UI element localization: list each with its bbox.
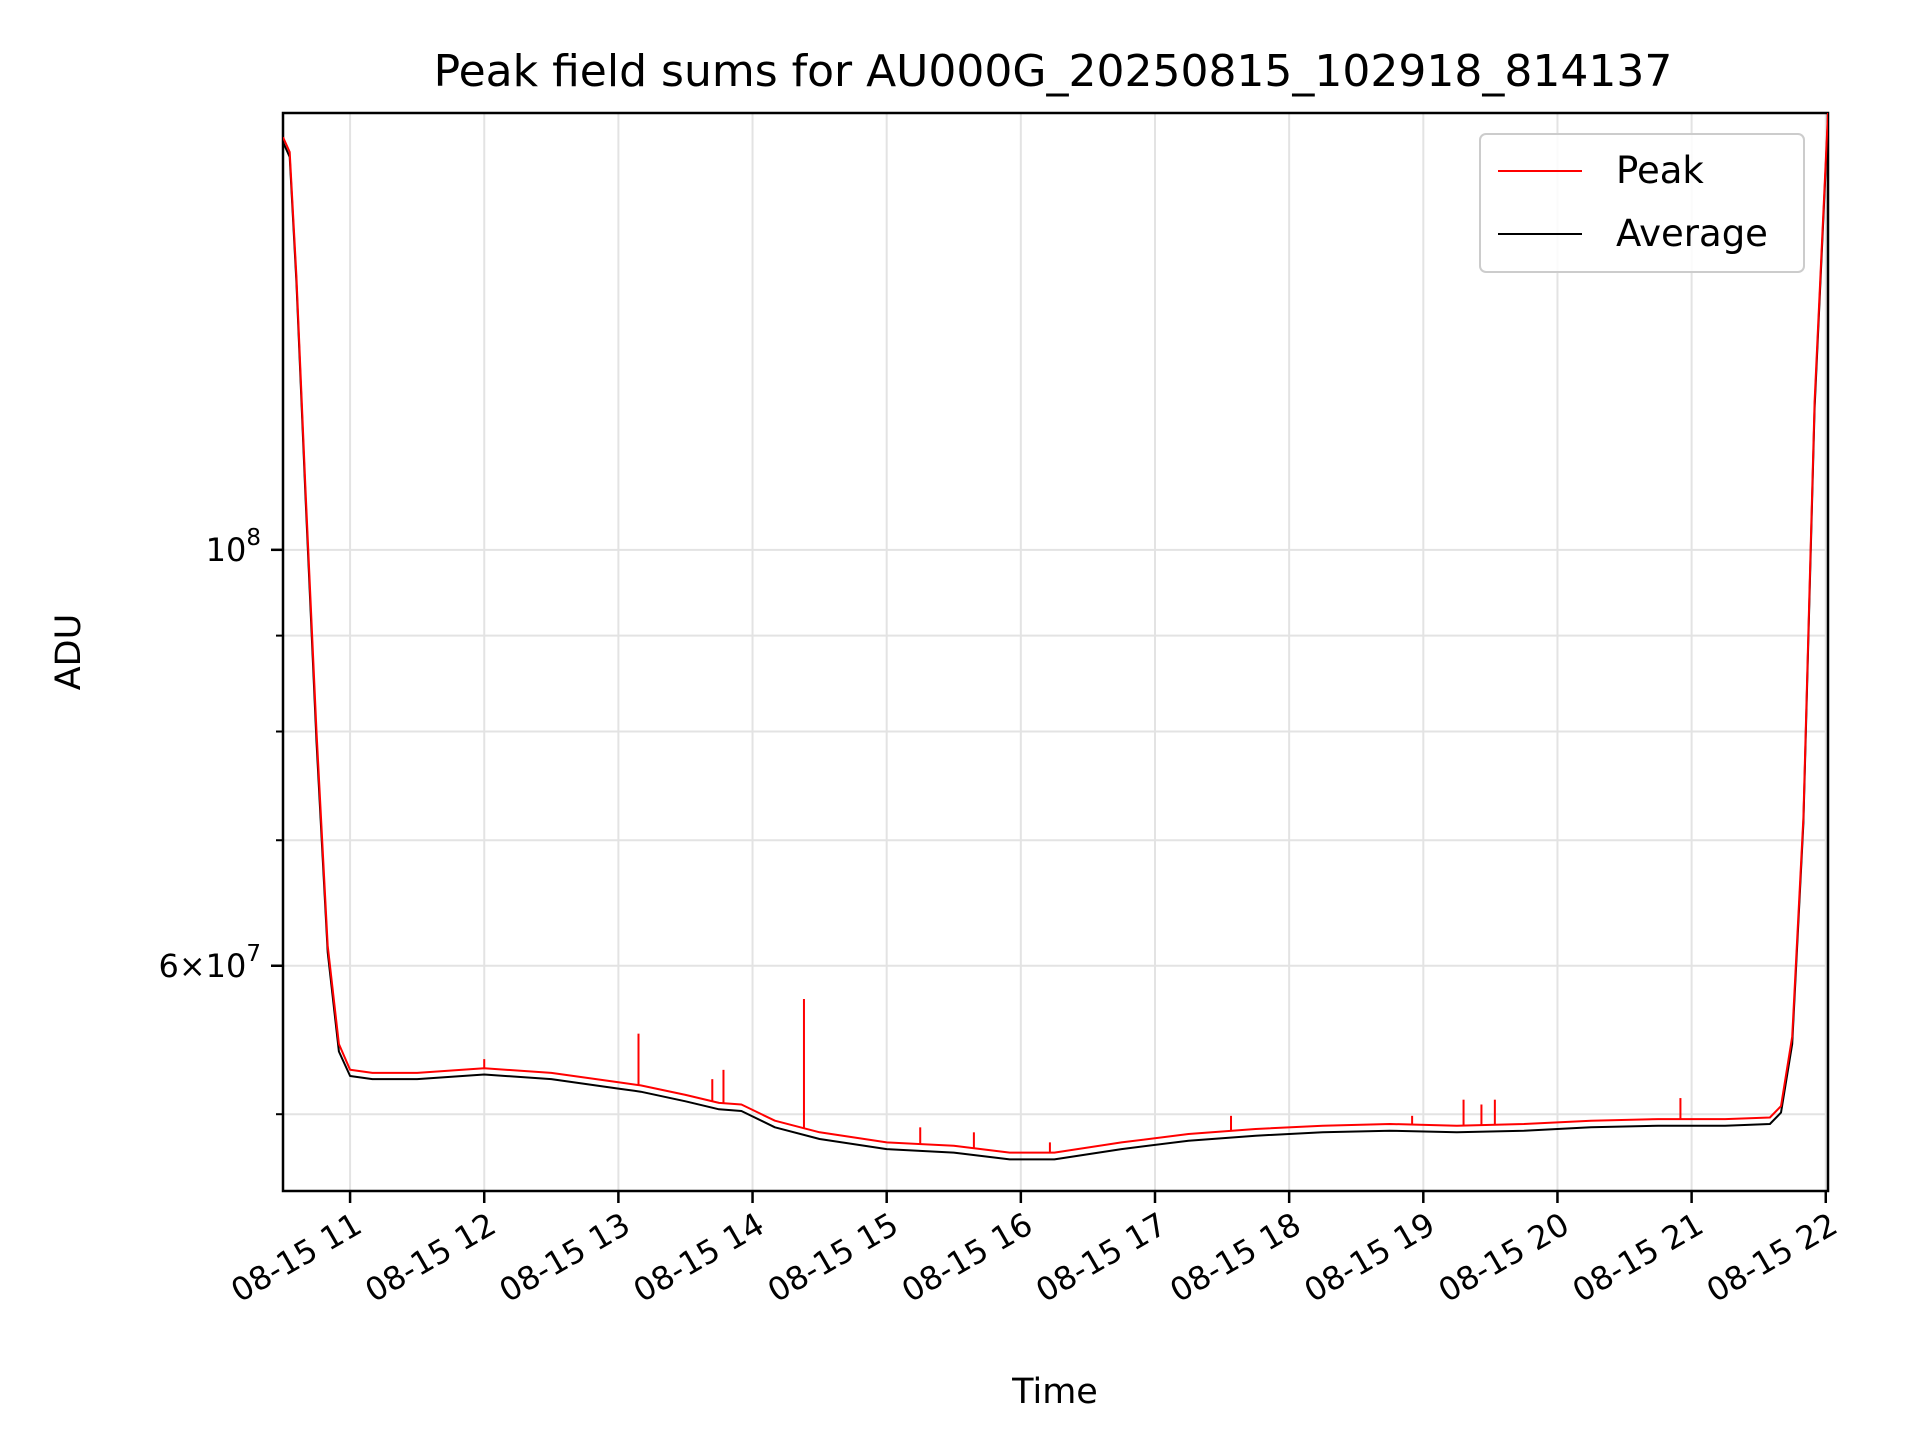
legend-peak-label: Peak [1616,149,1704,192]
y-axis-label: ADU [49,614,89,691]
chart-title: Peak field sums for AU000G_20250815_1029… [434,46,1673,97]
legend-box [1479,133,1805,273]
x-axis-label: Time [1011,1372,1098,1412]
y-tick-label: 6×107 [158,941,261,985]
series-line-peak [283,113,1828,1154]
legend: Peak Average [1479,133,1805,273]
grid [283,113,1828,1191]
series-layer [283,113,1828,1161]
series-line-average [283,117,1828,1161]
legend-average-label: Average [1616,212,1768,255]
plot-area [281,111,1830,1193]
